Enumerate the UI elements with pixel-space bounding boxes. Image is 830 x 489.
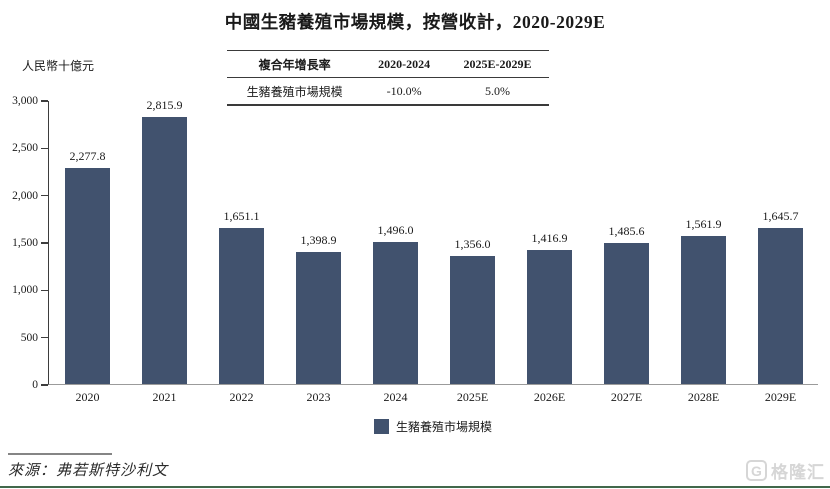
bar-slot: 1,496.0 2024 xyxy=(357,101,434,404)
y-axis-tick-label: 1,000 xyxy=(12,284,38,297)
x-axis-tick-label: 2025E xyxy=(456,390,489,404)
bar-slot: 2,815.9 2021 xyxy=(126,98,203,404)
bar-2020 xyxy=(65,168,110,384)
bar-chart-plot-area: 0 500 1,000 1,500 2,000 2,500 3,000 2,277.8 2020… xyxy=(12,95,819,404)
cagr-value-2020-2024: -10.0% xyxy=(386,84,422,98)
cagr-table: 複合年增長率 2020-2024 2025E-2029E 生豬養殖市場規模 -1… xyxy=(227,50,549,106)
bar-2028E xyxy=(681,236,726,384)
bar-value-label: 1,496.0 xyxy=(377,223,414,238)
bar-value-label: 1,416.9 xyxy=(531,230,568,245)
bar-2022 xyxy=(219,227,264,384)
bar-2029E xyxy=(758,228,803,384)
gelonghui-logo-icon: G xyxy=(746,460,767,481)
y-axis-tick xyxy=(41,194,48,197)
source-text: 來源：弗若斯特沙利文 xyxy=(8,463,169,479)
gelonghui-logo-text: 格隆汇 xyxy=(771,463,825,482)
chart-legend: 生豬養殖市場規模 xyxy=(48,418,818,435)
x-axis-tick-label: 2020 xyxy=(75,390,100,404)
y-axis-tick xyxy=(41,147,48,150)
bar-2021 xyxy=(142,117,187,384)
y-axis-tick-label: 2,000 xyxy=(12,189,38,202)
bar-slot: 1,398.9 2023 xyxy=(280,101,357,404)
cagr-header-metric: 複合年增長率 xyxy=(258,58,331,72)
bar-slot: 2,277.8 2020 xyxy=(49,101,126,404)
y-axis-tick-label: 2,500 xyxy=(12,142,38,155)
bar-2026E xyxy=(527,249,572,384)
y-axis-tick-label: 3,000 xyxy=(12,95,38,107)
bar-value-label: 1,356.0 xyxy=(454,236,491,251)
y-axis-tick-label: 500 xyxy=(20,331,38,344)
bar-slot: 1,645.7 2029E xyxy=(742,101,819,404)
legend-swatch xyxy=(373,419,389,434)
x-axis-tick-label: 2028E xyxy=(687,390,720,404)
cagr-header-2025e-2029e: 2025E-2029E xyxy=(463,57,532,71)
bar-value-label: 1,645.7 xyxy=(762,209,799,224)
bar-2027E xyxy=(604,243,649,384)
y-axis-tick xyxy=(41,289,48,292)
bar-slot: 1,416.9 2026E xyxy=(511,101,588,404)
y-axis-tick xyxy=(41,100,48,102)
cagr-table-header-row: 複合年增長率 2020-2024 2025E-2029E xyxy=(227,50,549,78)
bar-slot: 1,561.9 2028E xyxy=(665,101,742,404)
bar-2024 xyxy=(373,242,418,384)
cagr-table-data-row: 生豬養殖市場規模 -10.0% 5.0% xyxy=(227,78,549,105)
bar-slot: 1,356.0 2025E xyxy=(434,101,511,404)
y-axis-tick-label: 1,500 xyxy=(12,237,38,249)
y-axis-tick xyxy=(41,336,48,339)
bar-slot: 1,651.1 2022 xyxy=(203,101,280,404)
x-axis-tick-label: 2026E xyxy=(533,390,566,404)
bar-value-label: 1,485.6 xyxy=(608,224,645,239)
bar-value-label: 1,561.9 xyxy=(685,217,722,232)
y-axis-unit-label: 人民幣十億元 xyxy=(22,59,95,73)
bar-value-label: 2,815.9 xyxy=(146,98,183,113)
chart-title: 中國生豬養殖市場規模，按營收計，2020-2029E xyxy=(224,12,606,32)
bar-value-label: 1,651.1 xyxy=(223,208,260,223)
x-axis-tick-label: 2023 xyxy=(306,390,331,404)
legend-label: 生豬養殖市場規模 xyxy=(395,420,492,434)
cagr-row-label: 生豬養殖市場規模 xyxy=(246,85,343,99)
x-axis-tick-label: 2027E xyxy=(610,390,643,404)
bar-2025E xyxy=(450,255,495,384)
y-axis-tick xyxy=(41,242,48,244)
x-axis-tick-label: 2024 xyxy=(383,390,408,404)
bar-slot: 1,485.6 2027E xyxy=(588,101,665,404)
footnote-divider xyxy=(8,453,112,455)
cagr-header-2020-2024: 2020-2024 xyxy=(378,57,431,71)
y-axis-tick-label: 0 xyxy=(32,379,38,391)
x-axis-tick-label: 2022 xyxy=(229,390,254,404)
bar-value-label: 2,277.8 xyxy=(69,149,106,164)
x-axis-tick-label: 2021 xyxy=(152,390,177,404)
bar-2023 xyxy=(296,251,341,384)
bottom-border-line xyxy=(0,486,830,488)
bar-value-label: 1,398.9 xyxy=(300,232,337,247)
gelonghui-watermark: G 格隆汇 xyxy=(746,458,825,483)
cagr-value-2025e-2029e: 5.0% xyxy=(484,84,510,98)
x-axis-tick-label: 2029E xyxy=(764,390,797,404)
y-axis-tick xyxy=(41,384,48,386)
